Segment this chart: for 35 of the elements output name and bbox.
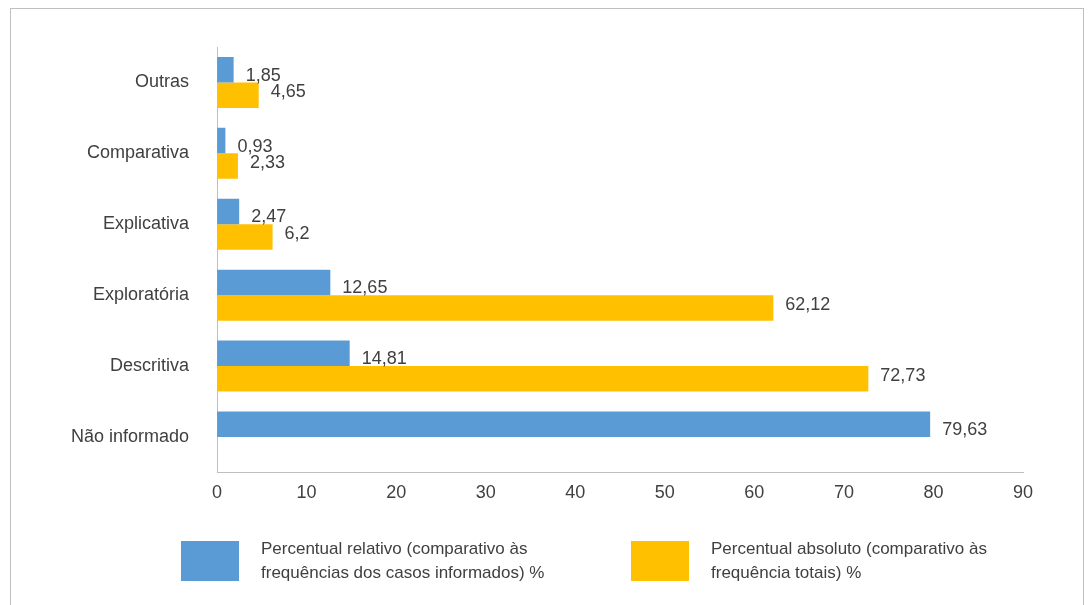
x-tick-label: 60 (744, 482, 765, 503)
bar (217, 411, 931, 437)
y-tick-label: Explicativa (103, 213, 191, 234)
bar (217, 295, 774, 321)
bar (217, 269, 331, 296)
y-tick-label: Não informado (70, 425, 190, 446)
x-tick-label: 30 (475, 482, 496, 503)
bar (217, 153, 238, 179)
data-label: 0,93 (237, 135, 273, 156)
data-label: 2,47 (251, 206, 287, 227)
y-tick-label: Outras (135, 71, 190, 92)
x-tick-label: 20 (386, 482, 407, 503)
bar (217, 56, 234, 83)
bar (217, 198, 240, 225)
x-tick-label: 70 (833, 482, 854, 503)
legend-label: Percentual relativo (comparativo às frequências dos casos informados) % (261, 538, 546, 584)
y-tick-label: Exploratória (93, 284, 191, 305)
bar (217, 366, 869, 392)
data-label: 62,12 (785, 293, 831, 314)
x-tick-label: 10 (296, 482, 317, 503)
y-tick-label: Descritiva (110, 355, 191, 376)
data-label: 72,73 (880, 364, 926, 385)
data-label: 12,65 (342, 277, 388, 298)
x-tick-label: 50 (654, 482, 675, 503)
y-tick-label: Comparativa (87, 142, 191, 163)
data-label: 14,81 (361, 348, 407, 369)
x-tick-label: 80 (923, 482, 944, 503)
x-tick-label: 90 (1012, 482, 1034, 503)
legend-label: Percentual absoluto (comparativo às frequência totais) % (711, 538, 988, 584)
data-label: 6,2 (284, 222, 310, 243)
bar (217, 224, 273, 250)
x-tick-label: 0 (212, 482, 223, 503)
data-label: 79,63 (942, 419, 988, 440)
bar (217, 340, 350, 367)
x-tick-label: 40 (565, 482, 586, 503)
